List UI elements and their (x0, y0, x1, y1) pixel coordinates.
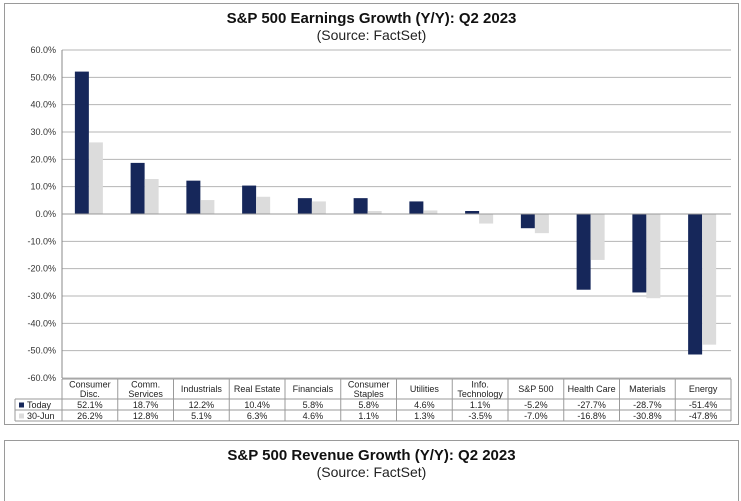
legend-label: Today (27, 400, 52, 410)
data-label: 5.8% (358, 400, 379, 410)
data-label: -28.7% (633, 400, 662, 410)
bar-30-jun (256, 196, 271, 214)
category-label: Materials (629, 384, 666, 394)
y-tick-label: 40.0% (30, 100, 56, 110)
bar-30-jun (367, 210, 382, 214)
legend-swatch-today (19, 402, 24, 408)
bar-30-jun (144, 179, 159, 214)
bar-30-jun (534, 214, 549, 234)
data-label: 5.8% (303, 400, 324, 410)
bar-today (409, 201, 424, 214)
category-label: Health Care (568, 384, 616, 394)
bar-today (242, 185, 257, 214)
data-label: -7.0% (524, 411, 548, 421)
bar-30-jun (702, 214, 717, 345)
category-label: Real Estate (234, 384, 281, 394)
bar-today (297, 198, 312, 214)
bar-30-jun (311, 201, 326, 214)
y-tick-label: -40.0% (27, 318, 56, 328)
category-label: Services (128, 389, 163, 399)
data-label: -27.7% (577, 400, 606, 410)
bar-30-jun (590, 214, 605, 260)
legend-label: 30-Jun (27, 411, 55, 421)
bar-30-jun (479, 214, 494, 224)
revenue-chart-title: S&P 500 Revenue Growth (Y/Y): Q2 2023 (227, 447, 516, 464)
bar-30-jun (423, 210, 438, 214)
data-label: -51.4% (689, 400, 718, 410)
category-label: Technology (457, 389, 503, 399)
category-label: Utilities (410, 384, 440, 394)
bar-today (353, 198, 368, 214)
y-tick-label: 10.0% (30, 182, 56, 192)
legend-swatch-30-jun (19, 413, 24, 419)
revenue-chart-subtitle: (Source: FactSet) (316, 464, 427, 480)
y-tick-label: 50.0% (30, 72, 56, 82)
bar-today (576, 214, 591, 290)
data-label: 4.6% (303, 411, 324, 421)
bar-today (465, 210, 480, 214)
y-tick-label: 0.0% (35, 209, 56, 219)
data-label: 52.1% (77, 400, 103, 410)
data-label: -47.8% (689, 411, 718, 421)
bar-30-jun (200, 200, 215, 214)
earnings-growth-chart-panel: S&P 500 Earnings Growth (Y/Y): Q2 2023 (… (4, 3, 739, 425)
chart-title: S&P 500 Earnings Growth (Y/Y): Q2 2023 (226, 10, 517, 27)
data-label: -5.2% (524, 400, 548, 410)
bar-30-jun (646, 214, 661, 299)
data-label: 26.2% (77, 411, 103, 421)
data-label: 6.3% (247, 411, 268, 421)
category-label: S&P 500 (518, 384, 553, 394)
y-tick-label: 60.0% (30, 45, 56, 55)
data-label: 10.4% (244, 400, 270, 410)
data-label: -30.8% (633, 411, 662, 421)
y-tick-label: -30.0% (27, 291, 56, 301)
data-label: 1.1% (358, 411, 379, 421)
bar-today (688, 214, 703, 355)
bar-today (74, 71, 89, 215)
data-label: 1.3% (414, 411, 435, 421)
bar-today (520, 214, 535, 229)
category-label: Consumer (69, 380, 111, 390)
data-label: 18.7% (133, 400, 159, 410)
y-tick-label: -60.0% (27, 373, 56, 383)
y-tick-label: 20.0% (30, 154, 56, 164)
category-label: Industrials (181, 384, 223, 394)
category-label: Consumer (348, 380, 390, 390)
category-label: Info. (471, 380, 489, 390)
y-tick-label: -20.0% (27, 264, 56, 274)
bar-today (130, 162, 145, 214)
earnings-growth-chart: 60.0% 50.0% 40.0% 30.0% 20.0% 10.0% 0.0% -10.0%… (14, 45, 732, 422)
y-tick-label: 30.0% (30, 127, 56, 137)
data-label: 12.2% (189, 400, 215, 410)
bar-30-jun (88, 142, 103, 214)
data-label: 12.8% (133, 411, 159, 421)
category-label: Disc. (80, 389, 100, 399)
category-label: Financials (293, 384, 334, 394)
chart-subtitle: (Source: FactSet) (316, 27, 427, 43)
y-tick-label: -50.0% (27, 346, 56, 356)
bar-today (632, 214, 647, 293)
data-label: -16.8% (577, 411, 606, 421)
data-label: 5.1% (191, 411, 212, 421)
data-label: -3.5% (468, 411, 492, 421)
category-label: Comm. (131, 380, 160, 390)
category-label: Staples (354, 389, 385, 399)
bar-today (186, 180, 201, 214)
data-label: 4.6% (414, 400, 435, 410)
revenue-growth-chart-panel: S&P 500 Revenue Growth (Y/Y): Q2 2023 (S… (4, 440, 739, 501)
category-label: Energy (689, 384, 718, 394)
data-label: 1.1% (470, 400, 491, 410)
y-tick-label: -10.0% (27, 236, 56, 246)
